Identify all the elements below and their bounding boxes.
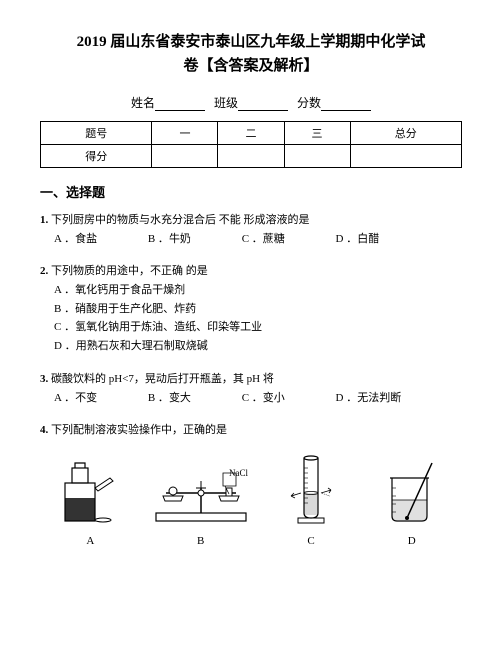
diagram-c: C [261,448,362,551]
score-table: 题号 一 二 三 总分 得分 [40,121,462,168]
name-label: 姓名 [131,96,155,110]
q1-c-text: 蔗糖 [263,230,285,249]
bottle-icon [55,458,125,528]
label-a: A [40,532,141,551]
q1-d: D ．白醋 [336,230,404,249]
q4-num: 4. [40,424,51,436]
q4-text: 下列配制溶液实验操作中，正确的是 [51,424,227,436]
q1-a-text: 食盐 [75,230,97,249]
q2-a: A ．氧化钙用于食品干燥剂 [54,281,462,300]
table-row: 得分 [41,145,462,168]
row1-label: 得分 [41,145,152,168]
q3-c: C ．变小 [242,389,309,408]
diagram-d: D [361,458,462,551]
th-0: 题号 [41,122,152,145]
label-d: D [361,532,462,551]
beaker-icon [377,458,447,528]
q3-a-text: 不变 [75,389,97,408]
q3-options: A ．不变 B ．变大 C ．变小 D ．无法判断 [40,389,462,408]
q3-d: D ．无法判断 [336,389,426,408]
title-line-2: 卷【含答案及解析】 [40,54,462,78]
balance-icon: NaCl [141,458,261,528]
q2-a-text: 氧化钙用于食品干燥剂 [75,281,185,300]
th-3: 三 [284,122,350,145]
diagram-a: A [40,458,141,551]
label-c: C [261,532,362,551]
q2-b-text: 硝酸用于生产化肥、炸药 [75,300,196,319]
student-info-line: 姓名 班级 分数 [40,94,462,111]
cell [350,145,461,168]
question-4: 4. 下列配制溶液实验操作中，正确的是 A [40,421,462,550]
q2-options: A ．氧化钙用于食品干燥剂 B ．硝酸用于生产化肥、炸药 C ．氢氧化钠用于炼油… [40,281,462,356]
score-label: 分数 [297,96,321,110]
class-blank [238,96,288,111]
q2-c: C ．氢氧化钠用于炼油、造纸、印染等工业 [54,318,462,337]
q1-options: A ．食盐 B ．牛奶 C ．蔗糖 D ．白醋 [40,230,462,249]
q1-a: A ．食盐 [54,230,121,249]
q1-b-text: 牛奶 [169,230,191,249]
q2-num: 2. [40,265,51,277]
cylinder-icon [286,448,336,528]
question-1: 1. 下列厨房中的物质与水充分混合后 不能 形成溶液的是 A ．食盐 B ．牛奶… [40,211,462,248]
section-header: 一、选择题 [40,182,462,201]
q3-text: 碳酸饮料的 pH<7，晃动后打开瓶盖，其 pH 将 [51,373,274,385]
q3-num: 3. [40,373,51,385]
q1-num: 1. [40,214,51,226]
class-label: 班级 [214,96,238,110]
cell [218,145,284,168]
label-b: B [141,532,261,551]
cell [284,145,350,168]
q2-b: B ．硝酸用于生产化肥、炸药 [54,300,462,319]
q1-c: C ．蔗糖 [242,230,309,249]
th-1: 一 [152,122,218,145]
diagram-b: NaCl B [141,458,261,551]
q3-d-text: 无法判断 [357,389,401,408]
title-line-1: 2019 届山东省泰安市泰山区九年级上学期期中化学试 [40,30,462,54]
q2-c-text: 氢氧化钠用于炼油、造纸、印染等工业 [75,318,262,337]
th-2: 二 [218,122,284,145]
cell [152,145,218,168]
diagram-row: A NaCl B [40,448,462,551]
exam-title: 2019 届山东省泰安市泰山区九年级上学期期中化学试 卷【含答案及解析】 [40,30,462,78]
q1-text: 下列厨房中的物质与水充分混合后 不能 形成溶液的是 [51,214,310,226]
q3-b: B ．变大 [148,389,215,408]
score-blank [321,96,371,111]
q1-d-text: 白醋 [357,230,379,249]
q2-d: D ．用熟石灰和大理石制取烧碱 [54,337,462,356]
question-2: 2. 下列物质的用途中，不正确 的是 A ．氧化钙用于食品干燥剂 B ．硝酸用于… [40,262,462,355]
name-blank [155,96,205,111]
question-3: 3. 碳酸饮料的 pH<7，晃动后打开瓶盖，其 pH 将 A ．不变 B ．变大… [40,370,462,407]
q2-text: 下列物质的用途中，不正确 的是 [51,265,208,277]
q3-b-text: 变大 [169,389,191,408]
q2-d-text: 用熟石灰和大理石制取烧碱 [76,337,208,356]
table-row: 题号 一 二 三 总分 [41,122,462,145]
th-4: 总分 [350,122,461,145]
q3-c-text: 变小 [263,389,285,408]
q3-a: A ．不变 [54,389,121,408]
q1-b: B ．牛奶 [148,230,215,249]
